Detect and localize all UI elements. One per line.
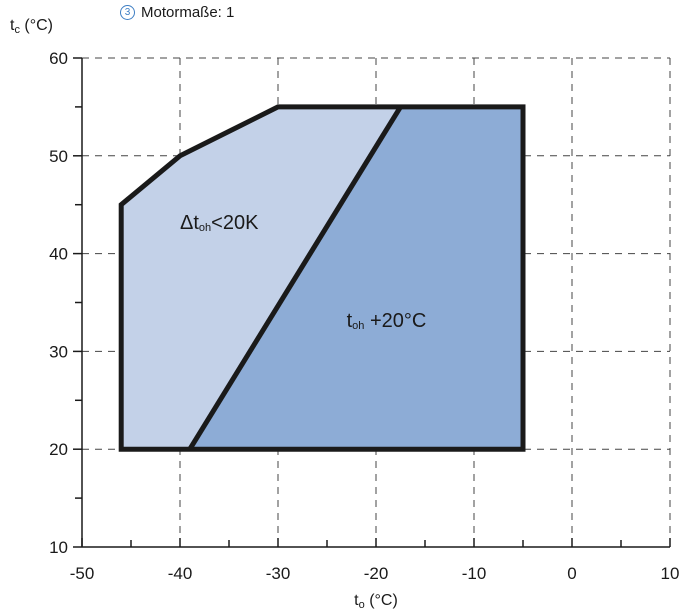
x-tick-label: -20: [364, 564, 389, 583]
y-axis-label: tc (°C): [10, 17, 53, 36]
labels: -50 -40 -30 -20 -10 0 10 10 20 30 40 50 60 to (°C) tc …: [10, 17, 679, 610]
region-label-2: toh +20°C: [347, 310, 427, 332]
y-tick-label: 30: [49, 342, 68, 361]
envelope-outline: [118, 104, 526, 452]
region-area-1: [121, 106, 401, 450]
x-tick-label: 0: [567, 564, 576, 583]
header-note: 3 Motormaße: 1: [120, 4, 234, 21]
axes: [73, 57, 671, 548]
region-area-2: [189, 106, 524, 450]
x-tick-label: 10: [661, 564, 680, 583]
y-tick-label: 10: [49, 538, 68, 557]
region-divider: [187, 105, 403, 451]
x-tick-label: -10: [462, 564, 487, 583]
y-tick-label: 20: [49, 440, 68, 459]
x-tick-label: -40: [168, 564, 193, 583]
note-text: Motormaße: 1: [141, 4, 235, 21]
number-badge: 3: [120, 5, 135, 20]
y-tick-label: 60: [49, 49, 68, 68]
regions: [118, 104, 526, 452]
x-axis-label: to (°C): [354, 592, 398, 610]
region-label-1: Δtoh<20K: [180, 212, 259, 234]
x-tick-label: -30: [266, 564, 291, 583]
y-tick-label: 50: [49, 147, 68, 166]
y-tick-label: 40: [49, 245, 68, 264]
x-tick-label: -50: [70, 564, 95, 583]
